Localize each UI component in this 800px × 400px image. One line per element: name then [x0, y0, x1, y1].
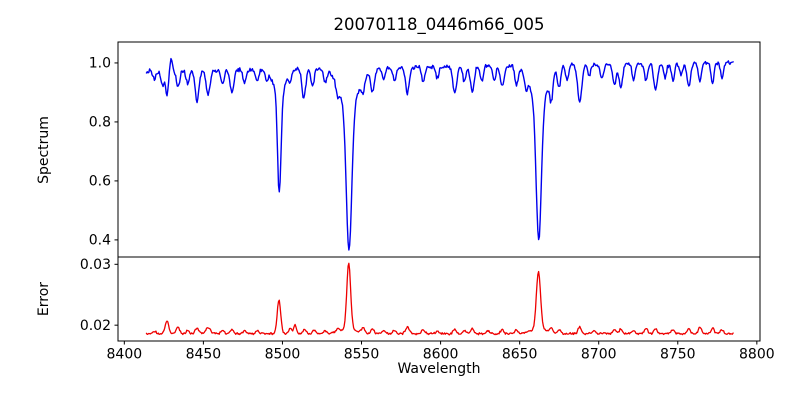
- x-tick-label: 8550: [344, 347, 380, 363]
- x-tick-label: 8650: [502, 347, 538, 363]
- x-tick-label: 8750: [660, 347, 696, 363]
- error-data-line: [145, 262, 734, 336]
- x-tick-label: 8700: [581, 347, 617, 363]
- x-axis-label: Wavelength: [397, 361, 480, 377]
- y-tick-label: 0.8: [89, 115, 111, 131]
- y-tick-label: 0.4: [89, 233, 111, 249]
- y-tick-label: 0.03: [80, 257, 111, 273]
- plot-title: 20070118_0446m66_005: [333, 15, 544, 35]
- x-tick-label: 8500: [265, 347, 301, 363]
- error-panel-xticks: 8400 8450 8500 8550 8600 8650 8700 8750 8800: [107, 341, 775, 363]
- y-tick-label: 0.6: [89, 174, 111, 190]
- x-tick-label: 8600: [423, 347, 459, 363]
- x-tick-label: 8800: [739, 347, 775, 363]
- x-tick-label: 8450: [186, 347, 222, 363]
- spectrum-y-axis-label: Spectrum: [36, 116, 52, 184]
- x-tick-label: 8400: [107, 347, 143, 363]
- error-panel-yticks: 0.02 0.03: [80, 257, 118, 334]
- error-y-axis-label: Error: [36, 282, 52, 316]
- y-tick-label: 0.02: [80, 318, 111, 334]
- y-tick-label: 1.0: [89, 56, 111, 72]
- spectrum-panel-yticks: 0.4 0.6 0.8 1.0: [89, 56, 118, 249]
- error-panel-frame: [117, 256, 761, 342]
- spectrum-data-line: [145, 57, 734, 251]
